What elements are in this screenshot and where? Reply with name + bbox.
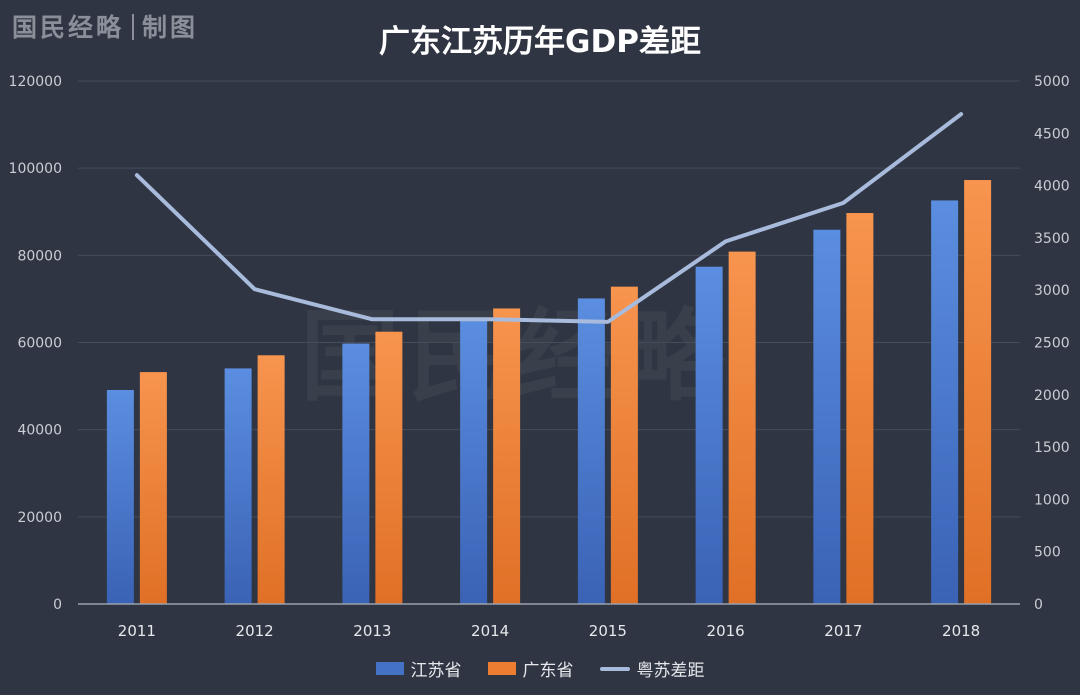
legend-swatch-gap: [599, 666, 630, 671]
line-gap-point: [488, 317, 492, 321]
x-axis-tick-label: 2015: [589, 622, 627, 640]
left-axis-tick-label: 20000: [17, 510, 62, 526]
bar-guangdong: [610, 286, 638, 604]
bar-guangdong: [375, 331, 403, 604]
bar-guangdong: [964, 180, 992, 605]
right-axis-tick-label: 3000: [1034, 283, 1070, 299]
bar-jiangsu: [106, 389, 134, 604]
left-axis-tick-label: 60000: [17, 336, 62, 352]
right-axis-tick-label: 5000: [1034, 74, 1070, 90]
legend-item-jiangsu: 江苏省: [375, 656, 462, 681]
bar-guangdong: [846, 213, 874, 604]
right-axis-tick-label: 1500: [1034, 440, 1070, 456]
right-axis-tick-label: 2500: [1034, 336, 1070, 352]
chart-title: 广东江苏历年GDP差距: [379, 24, 701, 60]
left-axis-tick-label: 120000: [9, 74, 62, 90]
bar-jiangsu: [224, 368, 252, 604]
brand-separator: [132, 14, 135, 40]
x-axis-tick-label: 2014: [471, 622, 509, 640]
line-gap-series: [134, 112, 964, 324]
left-axis-tick-label: 0: [53, 597, 62, 613]
legend-label-jiangsu: 江苏省: [410, 661, 462, 681]
bar-jiangsu: [460, 320, 488, 604]
right-axis-tick-label: 2000: [1034, 388, 1070, 404]
right-axis-tick-label: 500: [1034, 545, 1061, 561]
chart-legend: 江苏省 广东省 粤苏差距: [0, 656, 1080, 681]
bar-jiangsu: [577, 298, 605, 604]
line-gap-point: [724, 239, 728, 243]
bar-jiangsu: [695, 266, 723, 604]
right-axis-tick-label: 4000: [1034, 179, 1070, 195]
left-axis-tick-label: 40000: [17, 423, 62, 439]
brand-suffix: 制图: [142, 13, 199, 42]
bar-jiangsu: [342, 343, 370, 604]
legend-swatch-guangdong: [487, 662, 516, 675]
legend-label-gap: 粤苏差距: [636, 661, 705, 681]
bar-jiangsu: [813, 229, 841, 604]
line-gap-point: [841, 201, 845, 205]
line-gap-point: [135, 173, 139, 177]
legend-label-guangdong: 广东省: [522, 661, 574, 681]
left-axis-tick-label: 80000: [17, 248, 62, 264]
bar-guangdong: [257, 355, 285, 604]
legend-item-gap: 粤苏差距: [599, 656, 705, 681]
legend-item-guangdong: 广东省: [487, 656, 574, 681]
bar-guangdong: [728, 251, 756, 604]
left-axis-tick-label: 100000: [9, 161, 62, 177]
x-axis-tick-label: 2011: [118, 622, 156, 640]
right-axis-tick-label: 3500: [1034, 231, 1070, 247]
brand-name: 国民经略: [12, 13, 125, 42]
line-gap-point: [370, 317, 374, 321]
x-axis-tick-label: 2016: [707, 622, 745, 640]
x-axis-tick-label: 2012: [236, 622, 274, 640]
x-axis-tick-label: 2018: [942, 622, 980, 640]
line-gap-point: [606, 320, 610, 324]
brand-logo: 国民经略 制图: [12, 8, 198, 44]
x-axis-tick-label: 2017: [824, 622, 862, 640]
bar-jiangsu: [931, 200, 959, 604]
line-gap-point: [253, 287, 257, 291]
x-axis-tick-label: 2013: [353, 622, 391, 640]
right-axis-tick-label: 1000: [1034, 492, 1070, 508]
right-axis-tick-label: 0: [1034, 597, 1043, 613]
right-axis-tick-label: 4500: [1034, 126, 1070, 142]
bar-guangdong: [139, 372, 167, 604]
bar-guangdong: [493, 308, 521, 604]
line-gap-point: [959, 112, 963, 116]
legend-swatch-jiangsu: [375, 662, 404, 675]
